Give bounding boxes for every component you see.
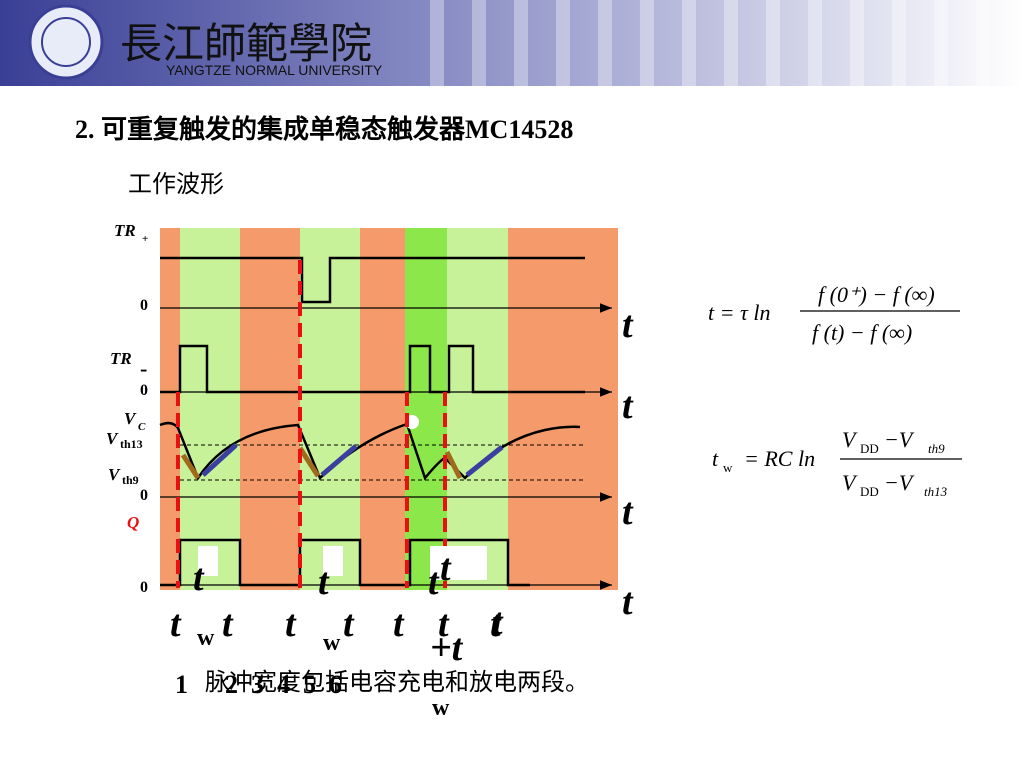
formula-eq: = RC ln [744,446,815,471]
label: + [142,233,148,245]
label: t [343,603,355,645]
formula-lhs: t [712,446,719,471]
formula-lhs: t = τ ln [708,300,770,325]
label: 0 [140,382,148,399]
label: 0 [140,487,148,504]
label: t [622,385,634,427]
title: 2. 可重复触发的集成单稳态触发器MC14528 [75,114,573,144]
stripe [640,0,654,86]
formula-denominator: f (t) − f (∞) [812,320,912,345]
label: w [323,630,341,656]
label: t [622,491,634,533]
label: t [490,603,502,645]
logo-ring [41,17,91,67]
label: th13 [120,437,143,451]
label: t [438,603,450,645]
header-stripes [430,0,990,86]
label: +t [430,627,464,669]
stripe [682,0,696,86]
den-v: V [842,470,858,495]
waveforms [159,256,585,588]
num-dd: DD [860,441,879,456]
label: t [170,603,182,645]
stripe [556,0,570,86]
label: w [197,625,215,651]
stripe [598,0,612,86]
den-dd: DD [860,484,879,499]
label: t [428,561,440,603]
stripe [472,0,486,86]
stripe [892,0,906,86]
formula-2: t w = RC ln V DD −V th9 V DD −V th13 [712,427,962,499]
label: 0 [140,297,148,314]
label: - [140,356,147,381]
label: TR [110,349,132,368]
num-mid: −V [884,427,915,452]
bands [160,228,618,590]
subtitle: 工作波形 [128,170,224,198]
logo-text: 長江師範學院 [120,19,372,68]
label: t [393,603,405,645]
label: TR [114,221,136,240]
label: V [108,465,121,484]
note-text: 脉冲宽度包括电容充电和放电两段。 [205,668,589,696]
stripe [976,0,990,86]
label: t [285,603,297,645]
stripe [430,0,444,86]
stripe [934,0,948,86]
note-overlap: 2 3 4 5 6 [225,670,342,699]
label: t [193,557,205,599]
num-th: th9 [928,441,945,456]
stripe [766,0,780,86]
label: t [492,601,504,643]
den-th: th13 [924,484,948,499]
label: t [622,304,634,346]
den-mid: −V [884,470,915,495]
label: V [124,409,137,428]
logo [28,4,104,80]
university-name: YANGTZE NORMAL UNIVERSITY [166,62,383,78]
label: th9 [122,473,139,487]
stripe [514,0,528,86]
label: w [432,695,450,721]
label: t [222,603,234,645]
label: V [106,429,119,448]
stripe [850,0,864,86]
label: t [440,547,452,589]
label: C [138,421,146,433]
formula-1: t = τ ln f (0⁺) − f (∞) f (t) − f (∞) [708,282,960,345]
note-number: 1 [175,670,188,699]
stripe [808,0,822,86]
label: Q [127,513,139,532]
header-band [0,0,1024,86]
label: 0 [140,579,148,596]
num-v: V [842,427,858,452]
label: t [622,581,634,623]
label: t [318,561,330,603]
formula-sub: w [723,460,733,475]
stripe [724,0,738,86]
formula-numerator: f (0⁺) − f (∞) [818,282,935,307]
